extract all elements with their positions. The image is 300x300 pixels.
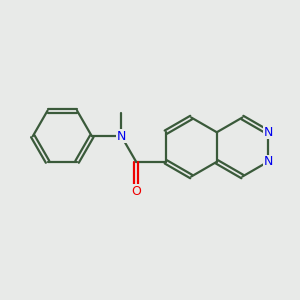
Text: N: N <box>263 155 273 168</box>
Text: N: N <box>263 126 273 139</box>
Text: O: O <box>131 185 141 198</box>
Text: N: N <box>117 130 126 143</box>
